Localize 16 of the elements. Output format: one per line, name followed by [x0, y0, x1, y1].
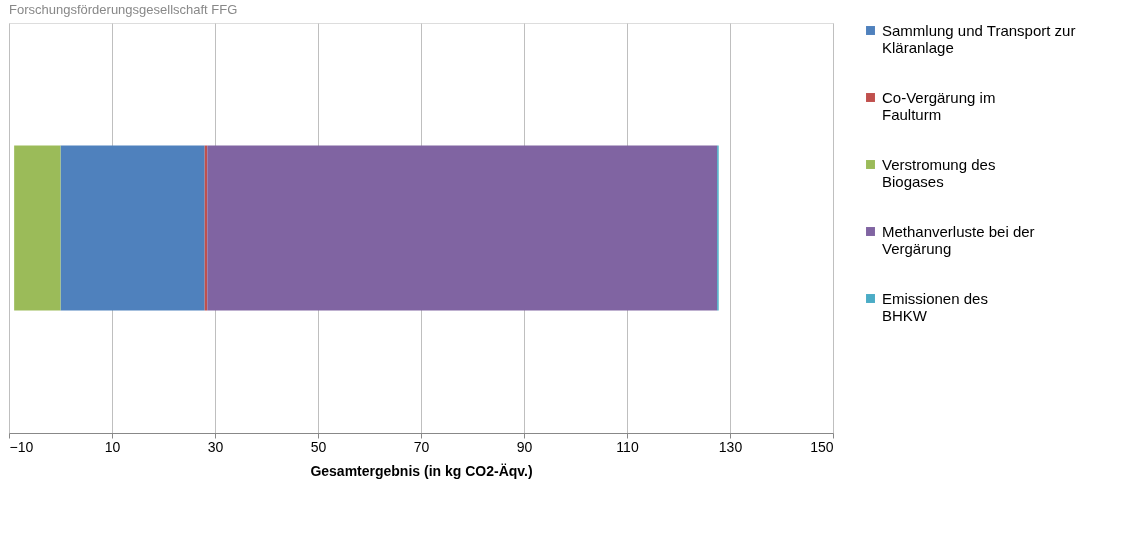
x-tick-label: 30 [207, 438, 224, 455]
legend-label: Emissionen des BHKW [882, 289, 988, 324]
x-tick-label: 70 [413, 438, 430, 455]
x-tick-label: 50 [310, 438, 327, 455]
x-tick-label: 10 [104, 438, 121, 455]
legend-label: Sammlung und Transport zur Kläranlage [882, 21, 1076, 56]
legend-label: Verstromung des Biogases [882, 155, 996, 190]
x-axis-title: Gesamtergebnis (in kg CO2-Äqv.) [310, 462, 533, 479]
x-tick-label: −10 [9, 438, 34, 455]
x-tick-label: 130 [718, 438, 743, 455]
x-tick-label: 150 [810, 438, 834, 455]
legend-label: Co-Vergärung im Faulturm [882, 88, 996, 123]
x-tick-label: 110 [616, 438, 639, 455]
x-tick-label: 90 [516, 438, 533, 455]
legend-label: Methanverluste bei der Vergärung [882, 222, 1035, 257]
text: Forschungsförderungsgesellschaft FFG [9, 2, 238, 17]
